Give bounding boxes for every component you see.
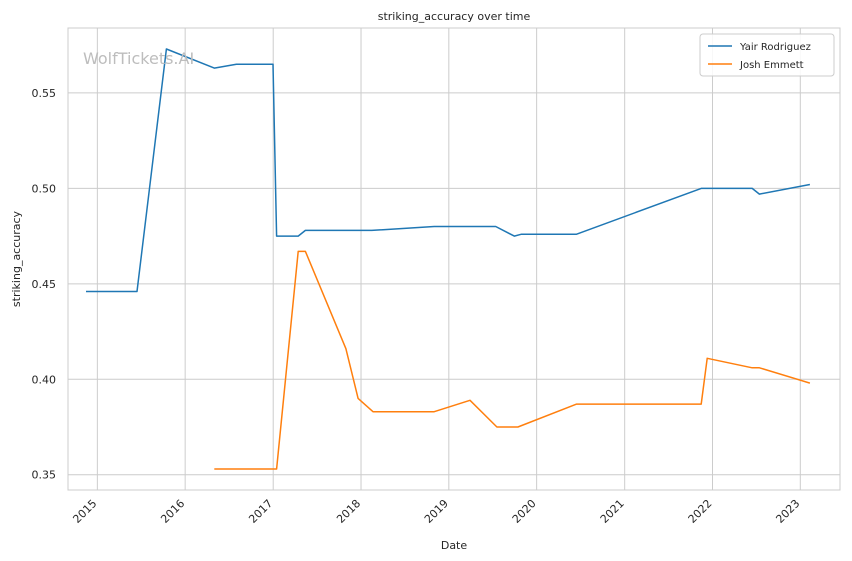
y-tick-label: 0.45 bbox=[32, 278, 57, 291]
y-axis-title: striking_accuracy bbox=[10, 210, 23, 307]
legend-label: Josh Emmett bbox=[739, 60, 804, 71]
legend-label: Yair Rodriguez bbox=[739, 42, 811, 53]
y-axis: 0.35 0.40 0.45 0.50 0.55 bbox=[32, 87, 57, 482]
x-axis-title: Date bbox=[441, 539, 468, 552]
y-tick-label: 0.40 bbox=[32, 373, 57, 386]
series-group bbox=[86, 48, 811, 470]
x-tick-label: 2021 bbox=[598, 497, 627, 526]
x-tick-label: 2020 bbox=[510, 497, 539, 526]
legend: Yair Rodriguez Josh Emmett bbox=[699, 33, 835, 77]
x-tick-label: 2015 bbox=[70, 497, 99, 526]
x-tick-label: 2018 bbox=[334, 497, 363, 526]
plot-area bbox=[67, 27, 841, 491]
x-tick-label: 2016 bbox=[158, 497, 187, 526]
x-tick-label: 2017 bbox=[246, 497, 275, 526]
series-line-0 bbox=[86, 48, 811, 293]
y-tick-label: 0.55 bbox=[32, 87, 57, 100]
x-axis: 2015 2016 2017 2018 2019 2020 2021 2022 2023 bbox=[70, 497, 802, 526]
x-tick-label: 2022 bbox=[686, 497, 715, 526]
chart-title: striking_accuracy over time bbox=[378, 10, 531, 23]
y-tick-label: 0.35 bbox=[32, 469, 57, 482]
watermark: WolfTickets.AI bbox=[83, 49, 194, 68]
series-line-1 bbox=[214, 250, 811, 470]
y-tick-label: 0.50 bbox=[32, 182, 57, 195]
x-tick-label: 2019 bbox=[422, 497, 451, 526]
x-tick-label: 2023 bbox=[773, 497, 802, 526]
legend-frame bbox=[699, 33, 835, 77]
